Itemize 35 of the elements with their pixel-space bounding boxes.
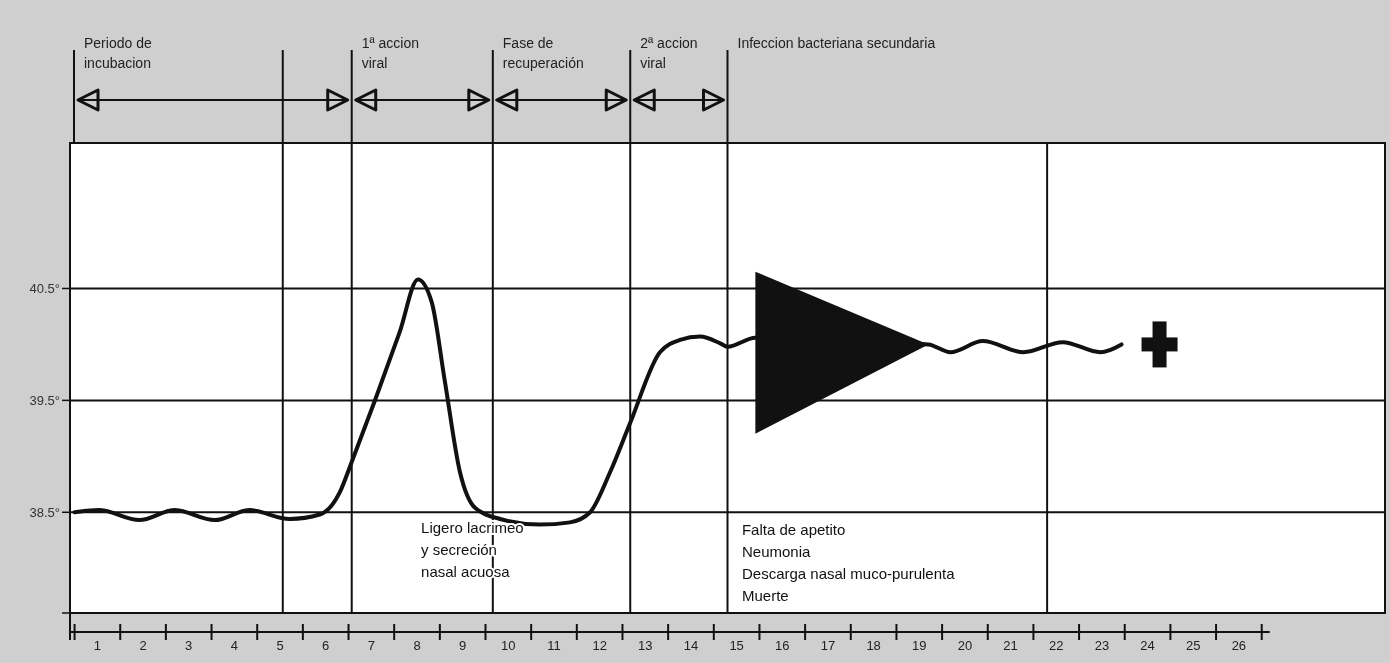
x-tick-label: 20 xyxy=(957,638,973,653)
x-tick-label: 18 xyxy=(866,638,881,653)
x-tick-label: 6 xyxy=(322,638,330,653)
x-tick-label: 7 xyxy=(367,638,375,653)
x-tick-label: 1 xyxy=(93,638,102,653)
y-tick-label: 40.5° xyxy=(29,281,60,297)
text: 1ª accion viral xyxy=(361,35,420,71)
text: 2ª accion viral xyxy=(640,35,698,71)
y-tick-label: 39.5° xyxy=(29,392,60,408)
x-tick-label: 24 xyxy=(1140,638,1155,653)
x-tick-label: 2 xyxy=(139,638,147,653)
x-tick-label: 21 xyxy=(1003,638,1018,653)
y-tick-label: 38.5° xyxy=(29,504,60,520)
x-tick-label: 3 xyxy=(185,638,193,653)
x-tick-label: 23 xyxy=(1094,638,1110,653)
x-tick-label: 13 xyxy=(638,638,653,653)
text: Infeccion bacteriana secundaria xyxy=(737,35,936,51)
x-tick-label: 10 xyxy=(501,638,516,653)
x-tick-label: 16 xyxy=(775,638,790,653)
x-tick-label: 4 xyxy=(230,638,238,653)
annotation: Falta de apetito Neumonia Descarga nasal muco-purulenta Muerte xyxy=(741,521,956,605)
x-tick-label: 8 xyxy=(413,638,421,653)
x-tick-label: 11 xyxy=(547,638,561,653)
x-tick-label: 25 xyxy=(1185,638,1201,653)
x-tick-label: 5 xyxy=(276,638,284,653)
text: Fase de recuperación xyxy=(502,35,584,71)
x-tick-label: 9 xyxy=(459,638,467,653)
x-tick-label: 22 xyxy=(1049,638,1064,653)
x-tick-label: 26 xyxy=(1231,638,1247,653)
x-tick-label: 12 xyxy=(592,638,607,653)
x-tick-label: 17 xyxy=(820,638,836,653)
x-tick-label: 14 xyxy=(683,638,699,653)
x-tick-label: 19 xyxy=(912,638,927,653)
x-tick-label: 15 xyxy=(729,638,744,653)
text: Periodo de incubacion xyxy=(84,35,152,71)
